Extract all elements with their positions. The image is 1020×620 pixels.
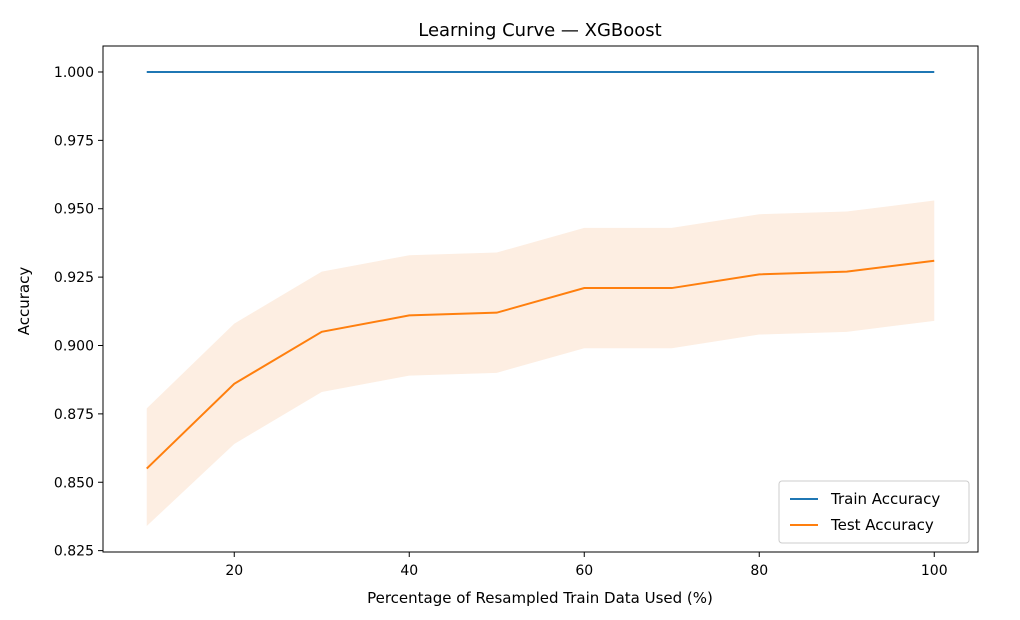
y-tick-label: 0.925 [54, 270, 94, 286]
y-tick-label: 0.950 [54, 202, 94, 218]
y-tick-label: 0.875 [54, 407, 94, 423]
plot-area-frame [102, 45, 979, 553]
series-1-line [146, 259, 935, 470]
legend-box [778, 480, 970, 544]
x-tick-label: 20 [225, 563, 243, 579]
series-1-band [146, 200, 935, 527]
confidence-bands [146, 200, 935, 527]
y-tick-label: 0.975 [54, 133, 94, 149]
y-tick-label: 0.900 [54, 338, 94, 354]
legend: Train Accuracy Test Accuracy [778, 480, 970, 544]
x-tick-label: 80 [750, 563, 768, 579]
x-tick-label: 40 [400, 563, 418, 579]
chart-title: Learning Curve — XGBoost [418, 20, 662, 41]
y-tick-label: 0.825 [54, 544, 94, 560]
x-tick-label: 60 [575, 563, 593, 579]
x-axis-title: Percentage of Resampled Train Data Used … [367, 589, 713, 607]
y-axis-title: Accuracy [15, 267, 33, 336]
series-lines [146, 70, 935, 470]
x-axis-ticks: 20 40 60 80 100 [225, 552, 948, 579]
legend-label-0: Train Accuracy [830, 490, 940, 508]
x-tick-label: 100 [921, 563, 948, 579]
legend-label-1: Test Accuracy [830, 516, 934, 534]
y-tick-label: 0.850 [54, 475, 94, 491]
y-tick-label: 1.000 [54, 65, 94, 81]
y-axis-ticks: 0.825 0.850 0.875 0.900 0.925 0.950 0.975 1.000 [54, 65, 103, 560]
